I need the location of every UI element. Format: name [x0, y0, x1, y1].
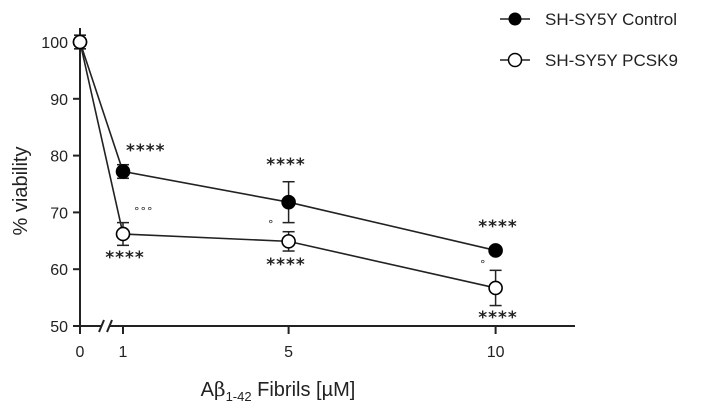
- x-axis-break-2: [106, 319, 113, 333]
- legend-control-marker: [508, 12, 522, 26]
- legend-pcsk9-marker: [507, 52, 523, 68]
- y-tick-label: 80: [50, 149, 68, 166]
- significance-vs-control: °: [480, 258, 487, 271]
- legend-control-label: SH-SY5Y Control: [545, 10, 677, 29]
- significance-vs-control: °: [268, 218, 275, 231]
- series-line-control: [79, 41, 496, 252]
- x-axis-title: Aβ1-42 Fibrils [µM]: [201, 377, 356, 404]
- significance-control: ****: [478, 217, 518, 237]
- x-axis-title-beta: β: [214, 377, 226, 401]
- x-tick-label: 0: [76, 344, 85, 361]
- data-point-pcsk9: [72, 34, 88, 50]
- x-axis-title-subscript: 1-42: [226, 389, 252, 404]
- y-tick-label: 60: [50, 262, 68, 279]
- x-tick-label: 1: [119, 344, 128, 361]
- x-axis-title-prefix: A: [201, 379, 215, 401]
- series-line-pcsk9: [79, 41, 496, 289]
- data-point-control: [115, 164, 131, 179]
- data-point-pcsk9: [115, 226, 131, 242]
- x-tick-label: 10: [487, 344, 505, 361]
- y-tick-label: 90: [50, 92, 68, 109]
- data-point-pcsk9: [281, 234, 296, 249]
- significance-pcsk9: ****: [105, 248, 145, 268]
- annotations: **************** ********°°°°°: [105, 141, 518, 328]
- legend-pcsk9-label: SH-SY5Y PCSK9: [545, 51, 678, 70]
- data-point-control: [488, 243, 503, 258]
- y-axis-title: % viability: [10, 147, 32, 236]
- significance-pcsk9: ****: [478, 308, 518, 328]
- data-point-control: [281, 194, 296, 210]
- y-tick-label: 50: [50, 319, 68, 336]
- y-tick-label: 70: [50, 205, 68, 222]
- significance-control: ****: [266, 155, 306, 175]
- legend: SH-SY5Y Control SH-SY5Y PCSK9: [500, 10, 678, 70]
- x-axis-title-suffix: Fibrils [µM]: [252, 379, 356, 401]
- significance-pcsk9: ****: [266, 255, 306, 275]
- y-tick-label: 100: [41, 35, 68, 52]
- significance-vs-control: °°°: [134, 205, 154, 218]
- x-ticks: 0 1 5 10: [76, 326, 505, 361]
- y-ticks: 50 60 70 80 90 100: [41, 35, 80, 336]
- x-axis-break-1: [98, 319, 105, 333]
- x-tick-label: 5: [284, 344, 293, 361]
- series-group: [72, 34, 503, 307]
- significance-control: ****: [126, 141, 166, 161]
- data-point-pcsk9: [488, 280, 503, 296]
